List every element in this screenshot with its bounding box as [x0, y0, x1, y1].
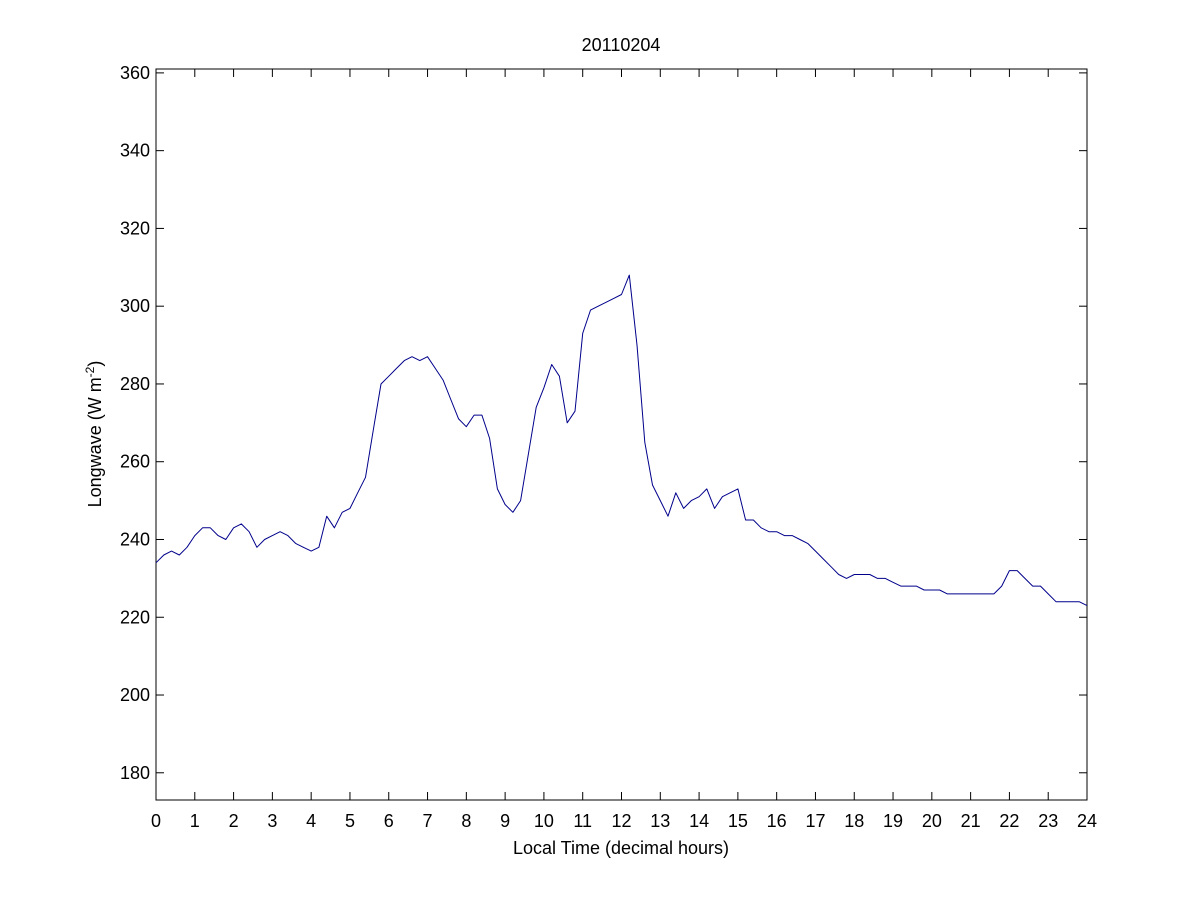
y-tick-label: 280 — [120, 374, 150, 394]
y-tick-label: 340 — [120, 141, 150, 161]
x-tick-label: 5 — [345, 811, 355, 831]
y-axis-tick-labels: 180 200 220 240 260 280 300 320 340 360 — [120, 63, 150, 783]
x-tick-label: 10 — [534, 811, 554, 831]
x-tick-label: 16 — [767, 811, 787, 831]
x-tick-label: 21 — [961, 811, 981, 831]
y-tick-label: 260 — [120, 452, 150, 472]
x-tick-label: 7 — [423, 811, 433, 831]
x-tick-label: 8 — [461, 811, 471, 831]
y-tick-label: 200 — [120, 685, 150, 705]
y-tick-label: 180 — [120, 763, 150, 783]
y-axis-label: Longwave (W m-2) — [83, 361, 105, 508]
y-tick-label: 320 — [120, 218, 150, 238]
y-tick-label: 220 — [120, 607, 150, 627]
x-tick-label: 15 — [728, 811, 748, 831]
y-tick-label: 240 — [120, 529, 150, 549]
x-tick-label: 13 — [650, 811, 670, 831]
x-tick-label: 9 — [500, 811, 510, 831]
y-tick-label: 360 — [120, 63, 150, 83]
x-tick-label: 1 — [190, 811, 200, 831]
plot-area — [155, 68, 1088, 801]
y-axis-label-superscript: -2 — [83, 366, 97, 377]
x-tick-label: 3 — [267, 811, 277, 831]
x-tick-label: 22 — [999, 811, 1019, 831]
x-tick-label: 17 — [805, 811, 825, 831]
x-tick-label: 4 — [306, 811, 316, 831]
chart-title: 20110204 — [582, 35, 661, 55]
x-axis-label: Local Time (decimal hours) — [513, 838, 729, 858]
x-tick-label: 23 — [1038, 811, 1058, 831]
x-tick-label: 20 — [922, 811, 942, 831]
longwave-series-line — [155, 274, 1088, 607]
x-tick-label: 18 — [844, 811, 864, 831]
x-axis-ticks — [155, 69, 1088, 800]
y-axis-label-text: Longwave (W m — [85, 377, 105, 507]
y-axis-label-close: ) — [85, 361, 105, 367]
x-tick-label: 19 — [883, 811, 903, 831]
x-tick-label: 14 — [689, 811, 709, 831]
x-axis-tick-labels: 0 1 2 3 4 5 6 7 8 9 10 11 12 13 14 15 16 17 18 19 20 21 22 23 24 — [151, 811, 1097, 831]
y-axis-ticks — [156, 72, 1087, 774]
x-tick-label: 11 — [573, 811, 592, 831]
y-tick-label: 300 — [120, 296, 150, 316]
x-tick-label: 24 — [1077, 811, 1097, 831]
x-tick-label: 0 — [151, 811, 161, 831]
x-tick-label: 6 — [384, 811, 394, 831]
x-tick-label: 12 — [611, 811, 631, 831]
x-tick-label: 2 — [229, 811, 239, 831]
